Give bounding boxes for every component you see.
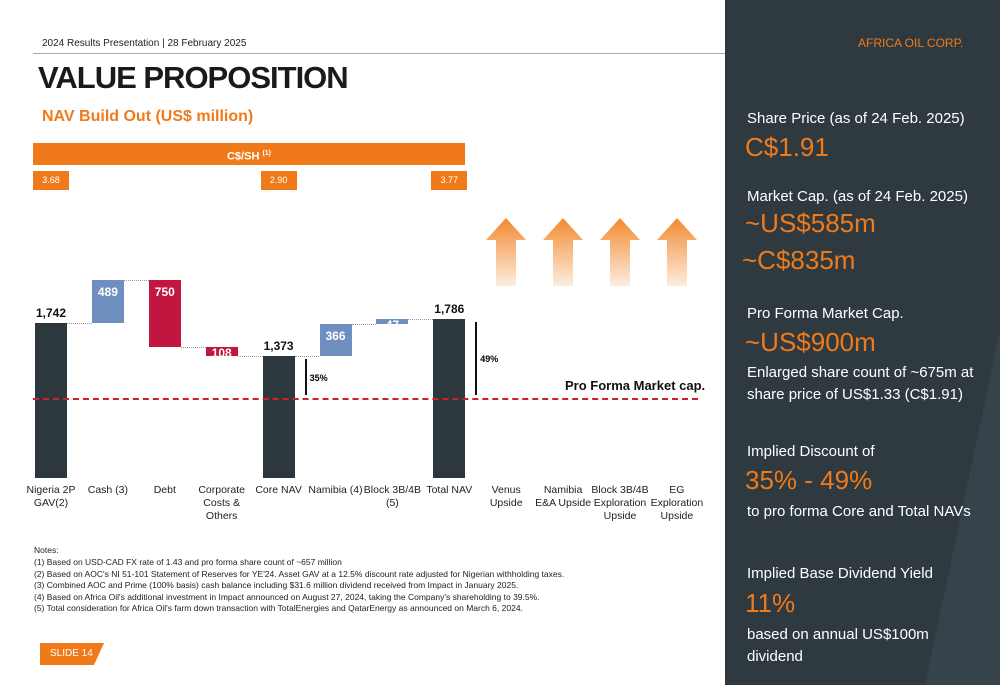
connector	[351, 323, 377, 325]
x-tick-label: Venus Upside	[489, 484, 523, 509]
x-tick-label: Block 3B/4B Exploration Upside	[591, 484, 649, 522]
x-tick-label: Core NAV	[255, 484, 302, 496]
stat-note: based on annual US$100m dividend	[747, 626, 929, 665]
x-tick-label: EG Exploration Upside	[650, 484, 704, 522]
stat-value: 11%	[745, 588, 796, 618]
connector	[237, 356, 263, 358]
x-tick-label: Total NAV	[426, 484, 473, 496]
x-tick-label: Namibia E&A Upside	[535, 484, 592, 509]
header-rule	[33, 53, 965, 54]
upside-arrow	[656, 218, 697, 286]
stat-label: Implied Discount of	[747, 443, 875, 460]
value-label: 1,373	[263, 339, 294, 354]
stat-value: C$1.91	[745, 132, 829, 162]
header-right: AFRICA OIL CORP.	[858, 36, 964, 50]
value-label: 1,786	[434, 302, 465, 317]
x-tick-label: Cash (3)	[87, 484, 129, 496]
sidebar-shape	[925, 330, 1000, 685]
bar	[205, 346, 238, 357]
per-share-footnote: (1)	[262, 150, 272, 157]
bar	[91, 280, 124, 324]
value-label: 750	[154, 285, 175, 299]
upside-arrow	[543, 218, 584, 286]
value-label: 47	[385, 318, 400, 333]
connector	[408, 319, 434, 321]
per-share-bar: C$/SH (1)	[33, 143, 465, 165]
stat-note: to pro forma Core and Total NAVs	[747, 503, 971, 520]
stat-value: 35% - 49%	[745, 465, 873, 495]
note: (5) Total consideration for Africa Oil's…	[34, 603, 523, 613]
bar	[376, 319, 409, 324]
upside-arrow	[600, 218, 640, 286]
value-label: 489	[97, 285, 118, 299]
discount-label: 35%	[309, 372, 328, 383]
stat-value: ~US$900m	[745, 327, 876, 357]
header-left: 2024 Results Presentation | 28 February …	[42, 38, 247, 49]
x-tick-label: Debt	[153, 484, 176, 496]
stat-label: Implied Base Dividend Yield	[747, 565, 933, 582]
stat-value: ~US$585m	[745, 208, 876, 238]
per-share-value: 3.68	[33, 171, 69, 190]
bar	[148, 280, 181, 347]
note: (1) Based on USD-CAD FX rate of 1.43 and…	[34, 557, 342, 567]
connector	[67, 323, 92, 325]
stat-label: Market Cap. (as of 24 Feb. 2025)	[747, 188, 968, 205]
bar	[35, 323, 67, 478]
stat-label: Pro Forma Market Cap.	[747, 305, 904, 322]
note: (3) Combined AOC and Prime (100% basis) …	[34, 580, 519, 590]
value-label: 366	[325, 328, 346, 343]
stat-note: Enlarged share count of ~675m at share p…	[747, 364, 974, 403]
x-tick-label: Block 3B/4B (5)	[363, 484, 421, 509]
chart-title: NAV Build Out (US$ million)	[42, 108, 254, 125]
per-share-value: 2.90	[260, 171, 297, 190]
connector	[123, 280, 149, 281]
connector	[180, 346, 206, 348]
value-label: 108	[211, 345, 232, 360]
slide-tag: SLIDE 14	[40, 643, 104, 665]
slide-number: SLIDE 14	[50, 648, 93, 659]
reference-label: Pro Forma Market cap.	[565, 378, 706, 394]
slide-tag-bg	[40, 643, 104, 665]
stat-value: ~C$835m	[742, 245, 856, 275]
notes-title: Notes:	[34, 545, 59, 555]
x-tick-label: Nigeria 2P GAV(2)	[26, 484, 76, 509]
discount-arrow	[475, 322, 478, 396]
note: (2) Based on AOC's NI 51-101 Statement o…	[34, 568, 565, 579]
stat-label: Share Price (as of 24 Feb. 2025)	[747, 110, 965, 127]
upside-arrow	[486, 218, 527, 286]
x-tick-label: Corporate Costs & Others	[198, 484, 246, 522]
note: (4) Based on Africa Oil's additional inv…	[34, 591, 540, 602]
discount-label: 49%	[480, 354, 499, 365]
title: VALUE PROPOSITION	[38, 60, 349, 95]
value-label: 1,742	[35, 306, 67, 321]
bar	[262, 356, 295, 478]
connector	[294, 356, 320, 358]
bar	[319, 323, 352, 357]
deco	[925, 330, 1000, 685]
per-share-title: C$/SH	[226, 150, 260, 163]
discount-arrow	[304, 359, 307, 396]
x-tick-label: Namibia (4)	[308, 484, 363, 496]
reference-line	[33, 398, 698, 401]
sidebar	[725, 0, 1000, 685]
per-share-value: 3.77	[431, 171, 468, 190]
